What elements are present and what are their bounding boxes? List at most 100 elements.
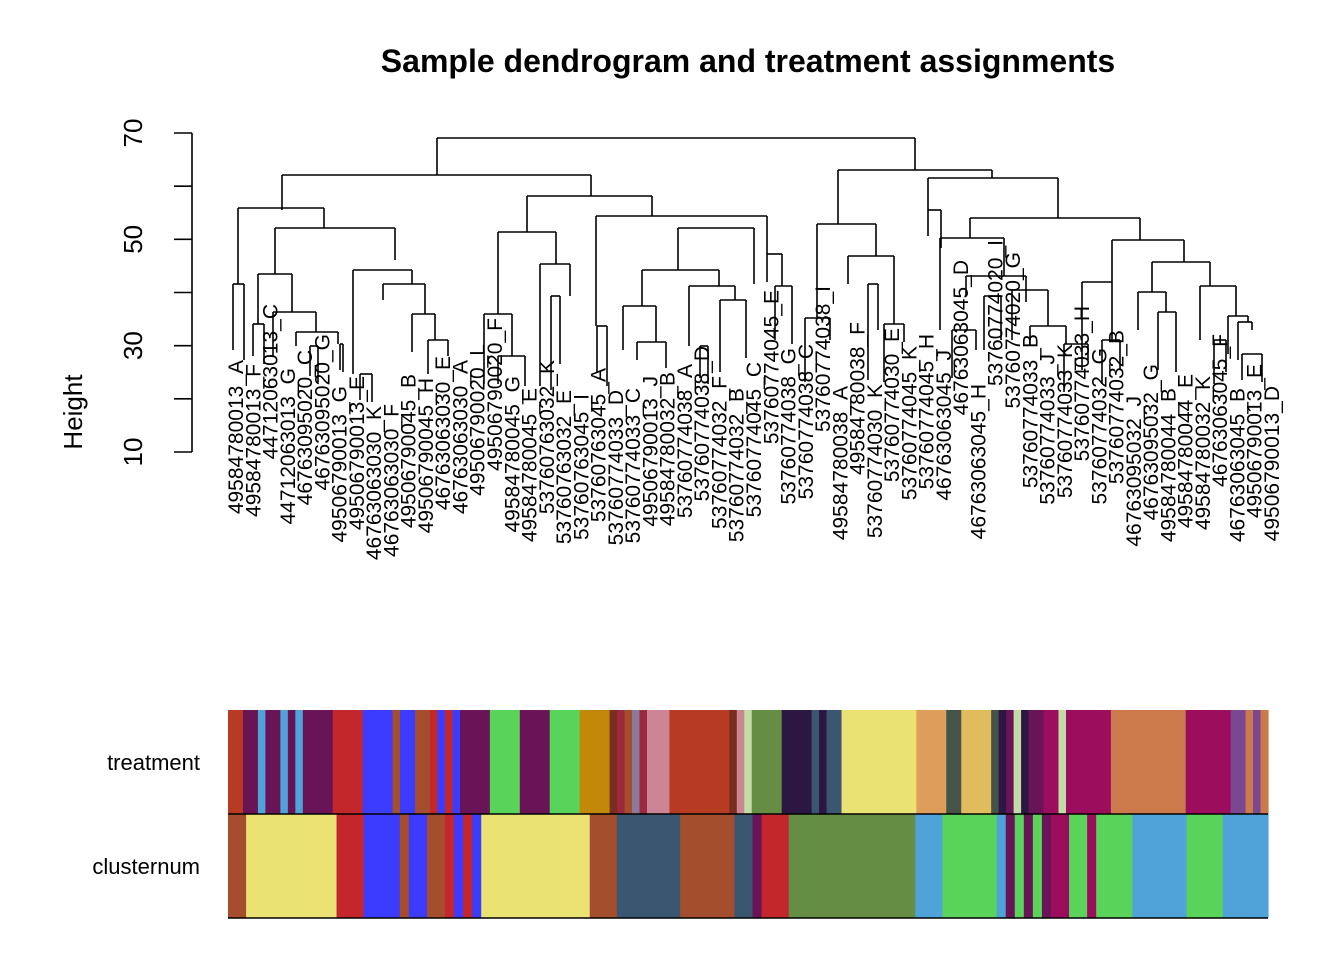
leaf-label: 53760774032_F bbox=[708, 376, 731, 529]
color-block bbox=[781, 710, 813, 814]
color-block bbox=[991, 710, 1000, 814]
color-block bbox=[400, 710, 416, 814]
color-block bbox=[915, 814, 944, 918]
leaf-label: 53760774032_B bbox=[1106, 330, 1129, 484]
color-block bbox=[363, 814, 401, 918]
color-block bbox=[392, 710, 401, 814]
color-block bbox=[819, 710, 828, 814]
color-block bbox=[295, 710, 304, 814]
leaf-label: 49506790020_F bbox=[484, 318, 507, 471]
row-label-clusternum: clusternum bbox=[92, 854, 200, 879]
y-axis: 10 30 50 70 bbox=[118, 119, 193, 467]
leaf-label: 46763063030_F bbox=[380, 404, 403, 557]
leaf-label: 53760774020_I bbox=[985, 240, 1008, 386]
color-block bbox=[1260, 710, 1269, 814]
leaf-label: 53760774045_C bbox=[743, 362, 766, 517]
color-block bbox=[811, 710, 820, 814]
color-block bbox=[332, 710, 364, 814]
color-block bbox=[1021, 710, 1030, 814]
y-tick-label: 70 bbox=[118, 119, 148, 148]
color-block bbox=[549, 710, 581, 814]
color-block bbox=[1013, 710, 1022, 814]
leaf-label: 49584780013_F bbox=[242, 364, 265, 517]
color-block bbox=[472, 814, 482, 918]
color-block bbox=[454, 814, 464, 918]
color-block bbox=[1043, 710, 1060, 814]
color-block bbox=[430, 710, 439, 814]
color-row-clusternum bbox=[228, 814, 1269, 918]
color-block bbox=[336, 814, 365, 918]
color-block bbox=[257, 710, 267, 814]
color-block bbox=[579, 710, 611, 814]
leaf-label: 53760774045_K bbox=[898, 346, 921, 500]
color-block bbox=[996, 814, 1007, 918]
leaf-label: 53760763032_K bbox=[536, 360, 559, 514]
color-block bbox=[961, 710, 992, 814]
color-block bbox=[729, 710, 738, 814]
color-block bbox=[734, 814, 754, 918]
leaf-labels: 49584780013_A49584780013_F44712063013_C4… bbox=[225, 240, 1284, 560]
color-block bbox=[736, 710, 745, 814]
color-block bbox=[1253, 710, 1262, 814]
color-block bbox=[1065, 710, 1112, 814]
color-block bbox=[788, 814, 916, 918]
color-block bbox=[751, 710, 783, 814]
color-block bbox=[1006, 710, 1015, 814]
color-block bbox=[942, 814, 998, 918]
leaf-label: 49506790013_D bbox=[1261, 386, 1284, 541]
color-block bbox=[1222, 814, 1269, 918]
leaf-label: 46763063045_J bbox=[933, 350, 956, 501]
leaf-label: 46763095032_J bbox=[1123, 396, 1146, 547]
color-block bbox=[752, 814, 763, 918]
color-block bbox=[1245, 710, 1254, 814]
leaf-label: 53760774045_H bbox=[916, 334, 939, 489]
color-block bbox=[639, 710, 648, 814]
leaf-label: 53760763032_E bbox=[553, 390, 576, 544]
color-block bbox=[916, 710, 947, 814]
color-bars: treatment clusternum bbox=[92, 710, 1269, 919]
leaf-label: 53760774045_E bbox=[760, 290, 783, 444]
y-tick-label: 30 bbox=[118, 331, 148, 360]
leaf-label: 53760774030_K bbox=[864, 384, 887, 538]
leaf-label: 46763063030_A bbox=[449, 360, 472, 514]
leaf-label: 49506790045_H bbox=[415, 378, 438, 533]
color-block bbox=[459, 710, 491, 814]
leaf-label: 53760763045_A bbox=[588, 368, 611, 522]
color-block bbox=[617, 710, 626, 814]
leaf-label: 44712063013_C bbox=[260, 304, 283, 459]
color-block bbox=[399, 814, 410, 918]
leaf-label: 49584780044_E bbox=[1175, 374, 1198, 528]
color-block bbox=[841, 710, 917, 814]
leaf-label: 49506790013_J bbox=[639, 376, 662, 527]
color-block bbox=[1050, 814, 1070, 918]
color-block bbox=[589, 814, 618, 918]
leaf-label: 53760774033_B bbox=[1019, 334, 1042, 488]
leaf-label: 46763063045_D bbox=[950, 260, 973, 415]
color-block bbox=[946, 710, 962, 814]
leaf-label: 53760774032_G bbox=[1088, 348, 1111, 505]
leaf-label: 53760774038_I bbox=[812, 286, 835, 432]
leaf-label: 53760774033_K bbox=[1054, 344, 1077, 498]
leaf-label: 53760774033_H bbox=[1071, 306, 1094, 461]
leaf-label: 49584780044_B bbox=[1157, 388, 1180, 542]
color-block bbox=[1185, 710, 1232, 814]
color-block bbox=[463, 814, 473, 918]
leaf-label: 49584780032_B bbox=[657, 372, 680, 526]
color-block bbox=[481, 814, 591, 918]
leaf-label: 53760763045_I bbox=[570, 394, 593, 540]
y-tick-label: 50 bbox=[118, 225, 148, 254]
color-block bbox=[302, 710, 334, 814]
color-block bbox=[680, 814, 736, 918]
leaf-label: 53760774033_J bbox=[1037, 354, 1060, 505]
leaf-label: 49584780045_E bbox=[519, 388, 542, 542]
y-tick-label: 10 bbox=[118, 438, 148, 467]
color-block bbox=[280, 710, 289, 814]
leaf-label: 49506790013_E bbox=[346, 376, 369, 530]
row-label-treatment: treatment bbox=[107, 750, 200, 775]
leaf-label: 46763063045_H bbox=[967, 384, 990, 539]
color-block bbox=[669, 710, 730, 814]
leaf-label: 46763095020_G bbox=[311, 334, 334, 491]
color-block bbox=[1014, 814, 1025, 918]
color-block bbox=[1096, 814, 1133, 918]
leaf-label: 44712063013_G bbox=[277, 368, 300, 525]
